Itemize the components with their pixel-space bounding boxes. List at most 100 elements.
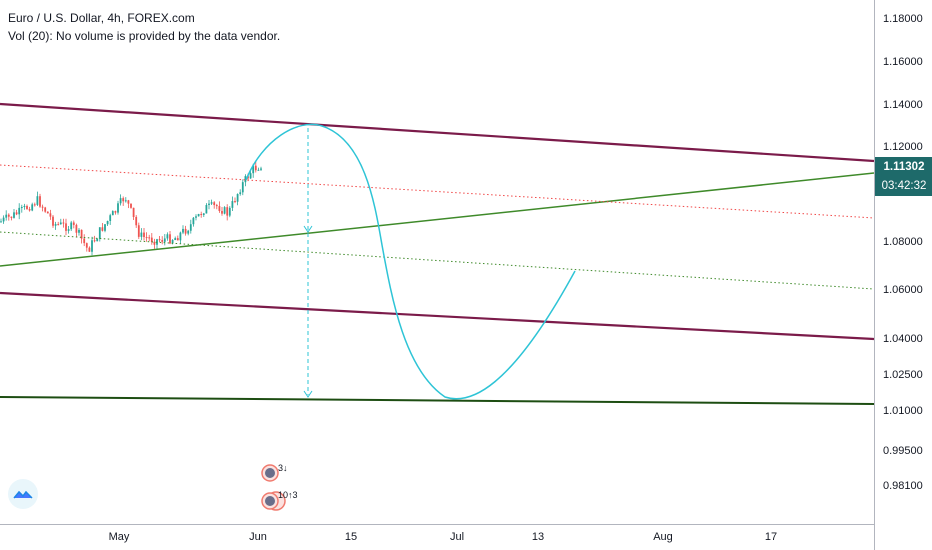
projection-curve[interactable]	[245, 123, 576, 400]
candle-body	[218, 206, 221, 211]
candle-body	[192, 217, 195, 225]
candle-body	[226, 207, 229, 216]
candle-body	[15, 212, 18, 215]
candle-body	[187, 230, 190, 234]
measure-arrow-head-mid	[303, 225, 313, 233]
measure-arrow-head-bottom	[303, 390, 313, 398]
candle-body	[179, 232, 182, 241]
red-dotted-line[interactable]	[0, 164, 874, 219]
volume-indicator-label[interactable]: Vol (20): No volume is provided by the d…	[8, 29, 281, 43]
support-base-line[interactable]	[0, 396, 874, 405]
candle-body	[234, 201, 236, 203]
candle-body	[176, 238, 179, 241]
candle-body	[62, 222, 65, 224]
candle-body	[20, 207, 23, 209]
candle-body	[184, 228, 187, 234]
candle-body	[127, 200, 130, 204]
candle-body	[254, 165, 257, 171]
price-tick: 1.18000	[883, 13, 923, 25]
channel-lower-line[interactable]	[0, 291, 874, 341]
candle-body	[150, 237, 153, 243]
price-axis[interactable]: 1.18000 1.16000 1.14000 1.12000 1.08000 …	[874, 0, 932, 550]
price-tick: 0.98100	[883, 480, 923, 492]
candle-body	[54, 224, 57, 226]
candle-body	[49, 213, 52, 217]
candle-body	[106, 220, 109, 225]
economic-event-flag-icon[interactable]: 10↑3	[261, 489, 298, 511]
event-count: 10↑3	[278, 490, 298, 500]
price-tick: 1.12000	[883, 141, 923, 153]
candle-body	[117, 203, 119, 213]
price-tick: 1.14000	[883, 99, 923, 111]
time-tick: 13	[531, 531, 545, 543]
candle-body	[59, 222, 62, 225]
candle-body	[260, 168, 262, 170]
candle-body	[189, 224, 192, 231]
candle-body	[72, 222, 75, 225]
candle-body	[228, 207, 231, 216]
symbol-title[interactable]: Euro / U.S. Dollar, 4h, FOREX.com	[8, 11, 195, 25]
candle-body	[111, 211, 114, 216]
candle-body	[145, 237, 148, 239]
candle-body	[33, 204, 36, 206]
candle-body	[124, 200, 127, 202]
candle-body	[171, 240, 174, 244]
candle-body	[0, 221, 2, 223]
candle-body	[247, 176, 249, 179]
candle-body	[208, 203, 210, 206]
price-tick: 0.99500	[883, 445, 923, 457]
candle-body	[109, 215, 112, 221]
time-axis[interactable]: May Jun 15 Jul 13 Aug 17	[0, 524, 874, 550]
price-tick: 1.02500	[883, 369, 923, 381]
candle-body	[140, 232, 143, 237]
candle-body	[213, 202, 216, 206]
candle-body	[10, 216, 13, 218]
candle-body	[231, 201, 234, 208]
candle-body	[2, 217, 5, 222]
candle-body	[161, 240, 164, 242]
candle-body	[85, 243, 88, 248]
event-count: 3↓	[278, 463, 288, 473]
current-price-label: 1.11302	[875, 157, 932, 177]
candle-body	[88, 247, 91, 252]
candle-body	[239, 192, 242, 195]
candle-body	[28, 209, 31, 211]
green-dotted-line[interactable]	[0, 231, 874, 290]
chart-canvas[interactable]	[0, 0, 874, 524]
ascending-trendline[interactable]	[0, 172, 874, 267]
time-tick: May	[108, 531, 130, 543]
candle-body	[244, 176, 247, 183]
price-tick: 1.08000	[883, 236, 923, 248]
candle-body	[197, 213, 200, 217]
candle-body	[182, 228, 184, 233]
chart-pane[interactable]: Euro / U.S. Dollar, 4h, FOREX.com Vol (2…	[0, 0, 874, 524]
candle-body	[200, 213, 203, 215]
candle-body	[39, 196, 41, 207]
candle-body	[158, 239, 161, 241]
candle-body	[252, 165, 255, 174]
channel-upper-line[interactable]	[0, 102, 874, 163]
candle-body	[104, 224, 106, 231]
candle-body	[135, 216, 138, 226]
time-tick: 17	[764, 531, 778, 543]
candle-body	[80, 229, 83, 239]
candle-body	[67, 229, 70, 231]
candle-body	[221, 210, 223, 214]
candlestick-series	[0, 161, 262, 256]
price-tick: 1.04000	[883, 333, 923, 345]
candle-body	[26, 205, 28, 210]
price-tick: 1.01000	[883, 405, 923, 417]
candle-body	[5, 214, 8, 218]
candle-body	[13, 212, 15, 218]
time-tick: 15	[344, 531, 358, 543]
candle-body	[205, 205, 208, 214]
economic-event-flag-icon[interactable]: 3↓	[261, 462, 288, 484]
candle-body	[223, 207, 226, 214]
candle-body	[210, 202, 213, 204]
candle-body	[169, 234, 171, 244]
candle-body	[83, 238, 86, 244]
candle-body	[41, 206, 44, 208]
candle-body	[122, 198, 125, 202]
candle-body	[215, 205, 218, 207]
tradingview-logo-icon[interactable]	[8, 479, 38, 509]
